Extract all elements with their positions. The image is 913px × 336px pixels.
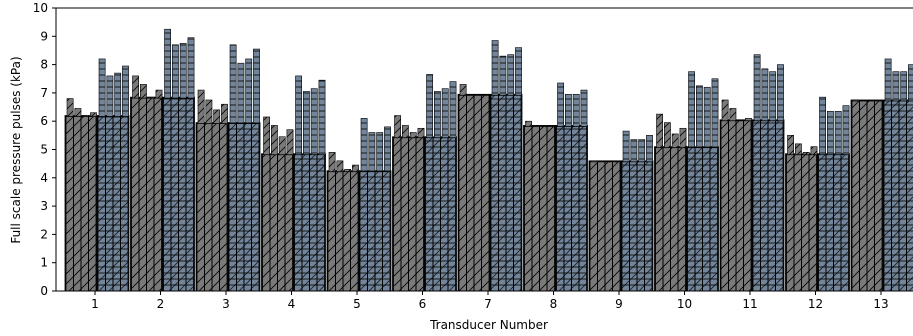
bar-group-3	[195, 44, 261, 292]
bar-group-11	[719, 54, 785, 292]
y-axis-label: Full scale pressure pulses (kPa)	[9, 56, 23, 243]
x-tick-label: 3	[222, 297, 230, 311]
y-tick-label: 1	[40, 256, 48, 270]
x-tick-label: 7	[484, 297, 492, 311]
x-axis-label: Transducer Number	[429, 318, 548, 332]
x-tick-label: 1	[91, 297, 99, 311]
y-tick-label: 9	[40, 29, 48, 43]
y-tick-label: 3	[40, 199, 48, 213]
bar-group-12	[785, 96, 850, 292]
bar-group-9	[588, 130, 654, 292]
x-tick-label: 12	[808, 297, 823, 311]
x-tick-label: 5	[353, 297, 361, 311]
y-tick-label: 5	[40, 143, 48, 157]
y-tick-label: 4	[40, 171, 48, 185]
x-tick-label: 6	[419, 297, 427, 311]
bar-group-13	[850, 58, 913, 292]
bar-group-7	[457, 40, 523, 292]
x-tick-label: 8	[550, 297, 558, 311]
y-tick-label: 2	[40, 227, 48, 241]
x-tick-label: 13	[873, 297, 888, 311]
x-tick-label: 9	[615, 297, 623, 311]
x-axis: 1 2 3 4 5 6 7 8 9 10 11 12 13	[56, 290, 913, 311]
bar-group-1	[64, 58, 130, 292]
y-tick-label: 8	[40, 58, 48, 72]
bars	[64, 28, 913, 292]
y-tick-label: 6	[40, 114, 48, 128]
y-tick-label: 10	[33, 1, 48, 15]
bar-group-6	[392, 74, 457, 292]
bar-group-5	[326, 118, 392, 292]
y-axis: 0 1 2 3 4 5 6 7 8 9 10	[33, 1, 57, 298]
x-tick-label: 10	[677, 297, 692, 311]
x-tick-label: 11	[742, 297, 757, 311]
bar-group-8	[523, 82, 588, 292]
y-tick-label: 7	[40, 86, 48, 100]
y-tick-label: 0	[40, 284, 48, 298]
x-tick-label: 2	[157, 297, 165, 311]
x-tick-label: 4	[288, 297, 296, 311]
